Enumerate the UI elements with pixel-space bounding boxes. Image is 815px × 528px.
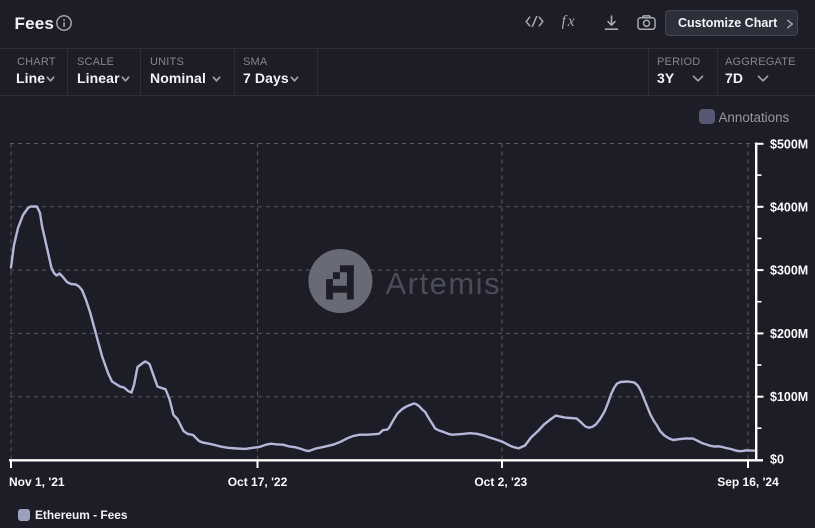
svg-text:$0: $0 (770, 453, 784, 467)
svg-text:$500M: $500M (770, 137, 808, 151)
svg-text:$200M: $200M (770, 327, 808, 341)
svg-text:Oct 2, '23: Oct 2, '23 (474, 475, 527, 489)
svg-text:$300M: $300M (770, 264, 808, 278)
svg-text:Artemis: Artemis (386, 266, 502, 301)
svg-text:$400M: $400M (770, 200, 808, 214)
svg-text:$100M: $100M (770, 390, 808, 404)
svg-text:Sep 16, '24: Sep 16, '24 (717, 475, 779, 489)
svg-text:Oct 17, '22: Oct 17, '22 (228, 475, 288, 489)
svg-text:Nov 1, '21: Nov 1, '21 (9, 475, 65, 489)
